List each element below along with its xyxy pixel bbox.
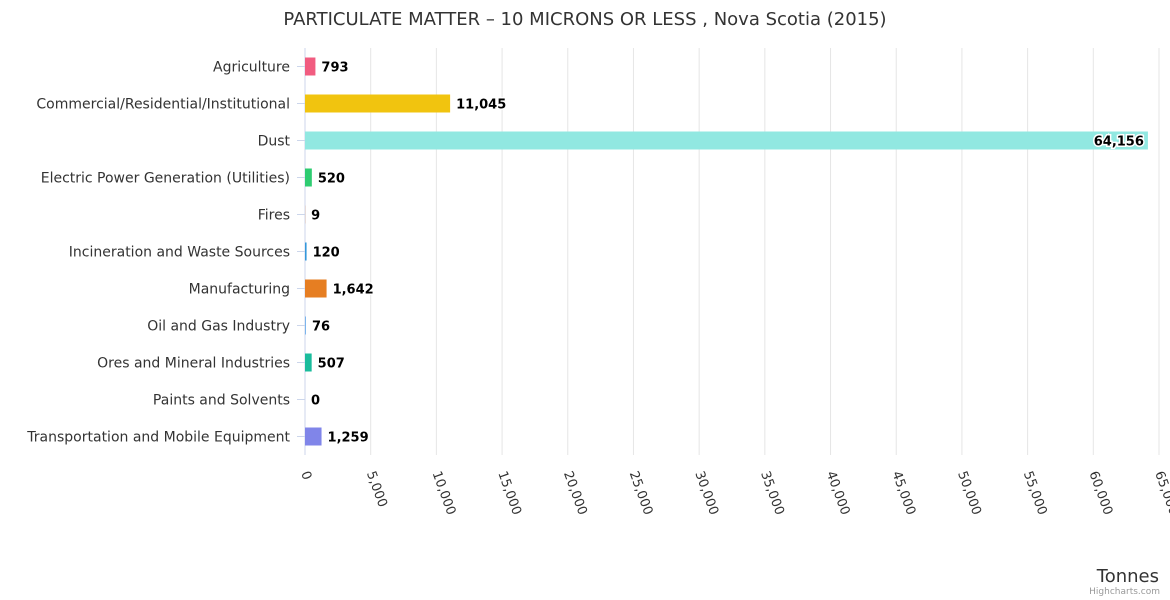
category-label: Incineration and Waste Sources xyxy=(69,245,290,261)
bar[interactable] xyxy=(305,131,1148,150)
bar[interactable] xyxy=(305,94,451,113)
data-label: 507 xyxy=(318,357,345,372)
bars xyxy=(305,57,1148,446)
data-label: 76 xyxy=(312,320,330,335)
category-label: Dust xyxy=(258,134,291,150)
x-tick-label: 50,000 xyxy=(954,469,984,517)
category-label: Ores and Mineral Industries xyxy=(97,356,290,372)
x-tick-label: 15,000 xyxy=(494,469,524,517)
x-axis-title: Tonnes xyxy=(1096,566,1159,587)
x-tick-label: 40,000 xyxy=(823,469,853,517)
category-label: Commercial/Residential/Institutional xyxy=(36,97,290,113)
category-label: Paints and Solvents xyxy=(153,393,290,409)
category-label: Agriculture xyxy=(213,60,290,76)
chart-title: PARTICULATE MATTER – 10 MICRONS OR LESS … xyxy=(283,9,886,30)
credits-link[interactable]: Highcharts.com xyxy=(1089,587,1160,597)
x-axis-tick-labels: 0 5,000 10,000 15,000 20,000 25,000 30,000 35,0… xyxy=(297,469,1170,517)
bar[interactable] xyxy=(305,242,307,261)
data-label: 793 xyxy=(321,61,348,76)
data-label: 1,642 xyxy=(333,283,374,298)
category-label: Fires xyxy=(258,208,290,224)
data-label: 64,156 xyxy=(1094,135,1144,150)
x-tick-label: 0 xyxy=(297,469,314,482)
data-label: 0 xyxy=(311,394,320,409)
x-tick-label: 45,000 xyxy=(888,469,918,517)
bar[interactable] xyxy=(305,279,327,298)
x-tick-label: 60,000 xyxy=(1086,469,1116,517)
x-tick-label: 55,000 xyxy=(1020,469,1050,517)
data-label: 120 xyxy=(313,246,340,261)
bar[interactable] xyxy=(305,427,322,446)
x-tick-label: 35,000 xyxy=(757,469,787,517)
x-tick-label: 20,000 xyxy=(560,469,590,517)
x-tick-label: 65,000 xyxy=(1151,469,1170,517)
bar[interactable] xyxy=(305,168,312,187)
x-tick-label: 30,000 xyxy=(691,469,721,517)
data-label: 520 xyxy=(318,172,345,187)
bar[interactable] xyxy=(305,353,312,372)
category-label: Manufacturing xyxy=(189,282,290,298)
bar[interactable] xyxy=(305,57,316,76)
category-labels: Agriculture Commercial/Residential/Instit… xyxy=(26,60,290,446)
category-label: Oil and Gas Industry xyxy=(147,319,290,335)
data-labels: 793 11,045 64,156 520 9 120 1,642 76 507 0 1,259 xyxy=(310,59,1146,447)
data-label: 9 xyxy=(311,209,320,224)
data-label: 1,259 xyxy=(328,431,369,446)
x-tick-label: 10,000 xyxy=(429,469,459,517)
category-label: Transportation and Mobile Equipment xyxy=(26,430,290,446)
x-tick-label: 5,000 xyxy=(363,469,390,509)
bar[interactable] xyxy=(305,316,306,335)
x-tick-label: 25,000 xyxy=(626,469,656,517)
gridlines xyxy=(297,48,1160,455)
category-label: Electric Power Generation (Utilities) xyxy=(41,171,290,187)
data-label: 11,045 xyxy=(456,98,506,113)
